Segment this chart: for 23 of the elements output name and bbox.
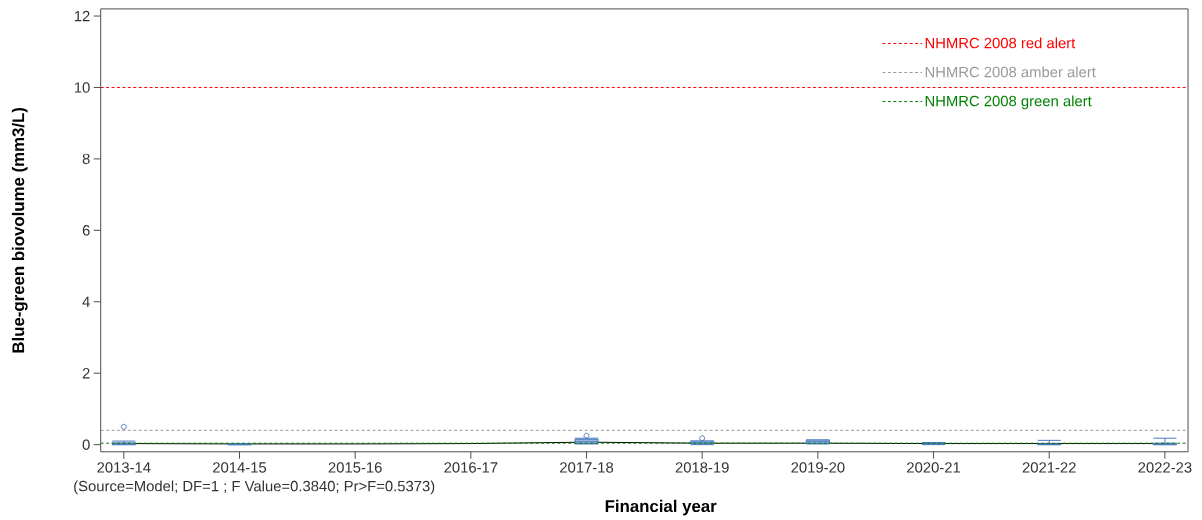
y-tick-label: 2 (82, 368, 90, 379)
x-tick-label: 2022-23 (1138, 462, 1192, 473)
legend-label: NHMRC 2008 amber alert (925, 66, 1096, 78)
x-tick-label: 2017-18 (560, 462, 614, 473)
y-tick-label: 10 (74, 82, 90, 93)
x-tick-label: 2016-17 (444, 462, 498, 473)
y-axis-title: Blue-green biovolume (mm3/L) (11, 107, 28, 353)
y-tick-label: 8 (82, 153, 90, 165)
x-tick-label: 2014-15 (213, 462, 267, 473)
x-tick-label: 2015-16 (328, 462, 382, 473)
x-tick-label: 2019-20 (791, 462, 845, 473)
x-tick-label: 2021-22 (1022, 462, 1076, 473)
y-tick-label: 4 (82, 296, 90, 307)
legend-label: NHMRC 2008 red alert (925, 37, 1076, 49)
y-tick-label: 6 (82, 225, 90, 236)
x-axis-title: Financial year (605, 499, 717, 516)
y-tick-label: 0 (82, 439, 90, 450)
legend-label: NHMRC 2008 green alert (925, 95, 1092, 110)
y-tick-label: 12 (74, 10, 90, 22)
x-tick-label: 2018-19 (675, 462, 729, 473)
text: (Source=Model; DF=1 ; F Value=0.3840; Pr>F=0.5373) (74, 480, 435, 495)
x-tick-label: 2013-14 (97, 462, 151, 473)
x-tick-label: 2020-21 (907, 462, 961, 473)
